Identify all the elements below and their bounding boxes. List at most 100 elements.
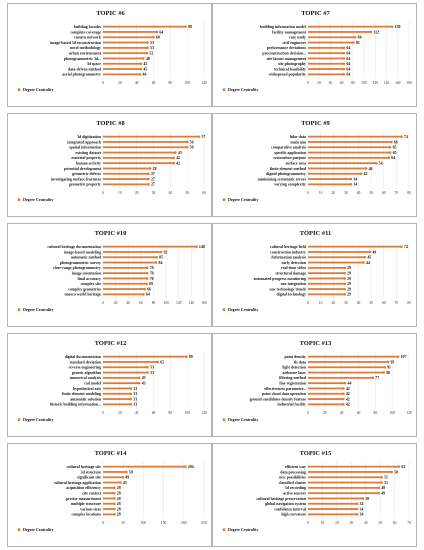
- category-label: facility management: [272, 30, 307, 34]
- value-label: 44: [348, 381, 352, 385]
- bar: [103, 261, 157, 264]
- value-label: 38: [365, 497, 369, 501]
- bar-end-marker: [355, 507, 359, 511]
- bar-end-marker: [380, 481, 383, 484]
- bar-end-marker: [155, 255, 158, 259]
- category-label: new possibilities: [279, 476, 306, 480]
- bar-end-marker: [146, 46, 149, 50]
- x-tick-label: 80: [351, 81, 355, 85]
- bar: [103, 251, 162, 253]
- bar-end-marker: [142, 293, 145, 296]
- value-label: 52: [149, 51, 153, 55]
- bar-end-marker: [148, 167, 152, 170]
- bar-end-marker: [388, 145, 392, 149]
- category-label: cultural heritage documentation: [47, 245, 101, 249]
- chart-panel-6: TOPIC #11 0 10 20 30 40 50 60 70 80 cultural herit…: [212, 223, 417, 327]
- bar: [308, 25, 393, 28]
- category-label: material property: [71, 156, 101, 160]
- value-label: 66: [394, 140, 398, 144]
- bar-end-marker: [113, 486, 116, 490]
- bar: [308, 387, 344, 390]
- bar-end-marker: [355, 502, 359, 506]
- bar: [103, 471, 127, 473]
- chart-panel-2: TOPIC #7 0 20 40 60 80 100 120 140 160 180 building…: [212, 3, 417, 107]
- bar-end-marker: [172, 161, 175, 165]
- bar: [308, 366, 385, 369]
- bar-end-marker: [390, 140, 393, 144]
- bar-end-marker: [129, 397, 133, 401]
- bar: [308, 156, 389, 159]
- bar-end-marker: [197, 135, 201, 138]
- bar-end-marker: [353, 35, 357, 39]
- bar: [308, 41, 354, 44]
- x-tick-label: 0: [102, 191, 104, 195]
- category-label: light detection: [282, 366, 307, 370]
- value-label: 34: [360, 513, 364, 517]
- value-label: 43: [142, 376, 146, 380]
- value-label: 42: [346, 403, 350, 407]
- category-label: civil engineers: [282, 41, 306, 45]
- bar-end-marker: [342, 62, 346, 66]
- bar-end-marker: [145, 51, 149, 55]
- value-label: 27: [151, 172, 155, 176]
- category-label: integrated approach: [67, 140, 102, 144]
- bar: [308, 492, 379, 495]
- value-label: 57: [201, 135, 205, 139]
- chart-panel-10: TOPIC #15 0 10 20 30 40 50 60 70 efficient way 63 d…: [212, 443, 417, 547]
- bar: [103, 277, 148, 280]
- bar: [308, 151, 391, 154]
- chart-panel-3: TOPIC #8 0 10 20 30 40 50 60 3d digitization 57 in…: [7, 113, 212, 217]
- chart-svg: TOPIC #8 0 10 20 30 40 50 60 3d digitization 57 in…: [17, 120, 206, 202]
- value-label: 34: [353, 183, 357, 187]
- category-label: automatic solution: [70, 397, 102, 401]
- category-label: digital technology: [276, 293, 306, 297]
- bar: [103, 392, 131, 395]
- category-label: point cloud data operation: [262, 392, 307, 396]
- category-label: urban environment: [69, 51, 102, 55]
- category-label: acquisition efficiency: [66, 486, 101, 490]
- x-tick-label: 60: [357, 411, 361, 415]
- bar: [308, 62, 344, 65]
- value-label: 29: [347, 271, 351, 275]
- category-label: building facades: [74, 25, 102, 29]
- value-label: 74: [404, 245, 408, 249]
- x-tick-label: 20: [114, 301, 118, 305]
- bar-end-marker: [121, 475, 125, 479]
- category-label: various sizes: [80, 507, 101, 511]
- chart-svg: TOPIC #10 0 20 40 60 80 100 120 140 160 cultural h…: [17, 230, 207, 312]
- category-label: minimizing systematic errors: [258, 177, 307, 181]
- category-label: specific application: [274, 151, 307, 155]
- bar: [308, 261, 364, 264]
- category-label: structural damage: [275, 271, 306, 275]
- value-label: 48: [146, 57, 150, 61]
- value-label: 204: [188, 465, 194, 469]
- bar: [103, 513, 115, 516]
- x-tick-label: 40: [135, 81, 139, 85]
- legend-label: Degree Centrality: [228, 527, 258, 532]
- category-label: camera network: [74, 36, 102, 40]
- bar: [308, 245, 402, 248]
- category-label: preconstruction decision...: [262, 51, 306, 55]
- category-label: tls data: [294, 360, 306, 364]
- bar-end-marker: [129, 387, 133, 390]
- bar: [308, 508, 358, 510]
- bar-end-marker: [377, 486, 380, 490]
- category-label: close-range photogrammetry: [53, 266, 101, 270]
- chart-svg: TOPIC #11 0 10 20 30 40 50 60 70 80 cultural herit…: [222, 230, 411, 312]
- value-label: 70: [150, 266, 154, 270]
- legend-label: Degree Centrality: [228, 417, 258, 422]
- value-label: 91: [387, 366, 391, 370]
- value-label: 150: [395, 25, 401, 29]
- bar-end-marker: [139, 62, 143, 66]
- bar: [308, 497, 363, 500]
- legend-marker: [222, 528, 226, 532]
- x-tick-label: 140: [384, 81, 390, 85]
- x-tick-label: 0: [307, 191, 309, 195]
- category-label: confidence interval: [274, 507, 307, 511]
- x-tick-label: 30: [152, 191, 156, 195]
- value-label: 49: [372, 250, 376, 254]
- bar: [308, 486, 379, 489]
- category-label: high curvature: [281, 513, 306, 517]
- bar: [103, 135, 199, 138]
- value-label: 42: [346, 397, 350, 401]
